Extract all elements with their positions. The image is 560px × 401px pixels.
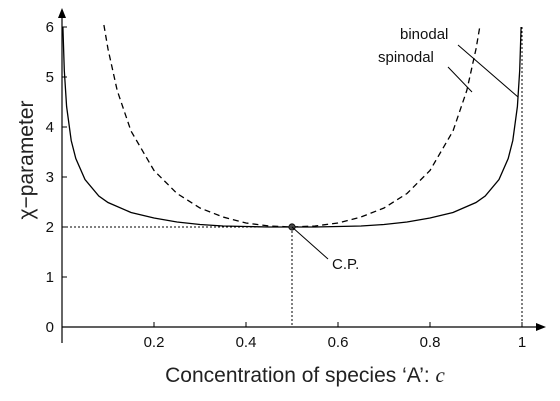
y-tick-label: 6	[46, 19, 54, 36]
binodal-curve	[62, 26, 522, 228]
spinodal-curve	[103, 24, 481, 228]
spinodal-label: spinodal	[378, 49, 434, 66]
x-tick-label: 0.4	[236, 334, 257, 351]
x-axis-label-text: Concentration of species ‘A’:	[165, 364, 435, 387]
y-tick-label: 4	[46, 119, 54, 136]
binodal-label: binodal	[400, 26, 448, 43]
y-ticks: 0 1 2 3 4 5 6	[46, 19, 67, 336]
y-tick-label: 0	[46, 319, 54, 336]
x-axis-label-variable: c	[436, 363, 446, 387]
x-axis-arrow-icon	[536, 323, 546, 331]
critical-point-leader-line	[291, 226, 329, 260]
y-tick-label: 5	[46, 69, 54, 86]
y-axis-arrow-icon	[58, 8, 66, 18]
binodal-leader-line	[457, 44, 519, 98]
y-tick-label: 1	[46, 269, 54, 286]
y-tick-label: 2	[46, 219, 54, 236]
x-tick-label: 0.8	[420, 334, 441, 351]
x-tick-label: 1	[518, 334, 526, 351]
spinodal-leader-line	[447, 66, 473, 93]
y-axis-label: χ−parameter	[15, 100, 38, 219]
y-tick-label: 3	[46, 169, 54, 186]
x-tick-label: 0.6	[328, 334, 349, 351]
x-tick-label: 0.2	[144, 334, 165, 351]
x-ticks: 0.2 0.4 0.6 0.8 1	[144, 322, 526, 351]
x-axis-label: Concentration of species ‘A’: c	[165, 363, 445, 387]
critical-point-label: C.P.	[332, 256, 359, 273]
